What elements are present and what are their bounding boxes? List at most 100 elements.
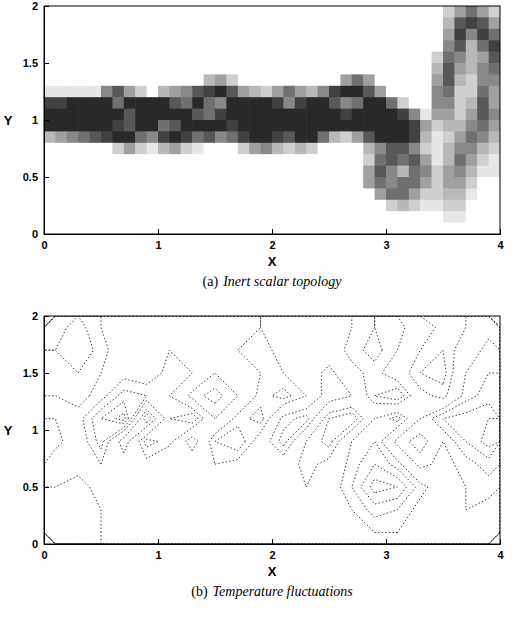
cell	[101, 74, 113, 86]
cell	[204, 86, 216, 98]
cell	[329, 86, 341, 98]
cell	[432, 74, 444, 86]
cell	[489, 200, 500, 212]
cell	[363, 63, 375, 75]
cell	[329, 120, 341, 132]
cell	[454, 223, 466, 234]
cell	[375, 52, 387, 64]
cell	[226, 97, 238, 109]
cell	[261, 63, 273, 75]
cell	[238, 166, 250, 178]
cell	[420, 40, 432, 52]
cell	[352, 188, 364, 200]
cell	[432, 211, 444, 223]
cell	[90, 109, 102, 121]
cell	[363, 154, 375, 166]
cell	[181, 6, 193, 18]
cell	[409, 166, 421, 178]
cell	[90, 188, 102, 200]
cell	[397, 29, 409, 41]
cell	[295, 120, 307, 132]
cell	[147, 188, 159, 200]
cell	[226, 154, 238, 166]
cell	[489, 17, 500, 29]
cell	[397, 200, 409, 212]
cell	[295, 29, 307, 41]
cell	[420, 6, 432, 18]
y-tick-label: 1.5	[23, 367, 38, 379]
cell	[67, 74, 79, 86]
cell	[112, 200, 124, 212]
cell	[363, 188, 375, 200]
x-tick-label: 3	[383, 549, 389, 561]
cell	[454, 131, 466, 143]
cell	[489, 86, 500, 98]
cell	[477, 223, 489, 234]
cell	[454, 154, 466, 166]
cell	[158, 188, 170, 200]
cell	[101, 63, 113, 75]
cell	[295, 74, 307, 86]
cell	[329, 109, 341, 121]
cell	[340, 74, 352, 86]
cell	[432, 97, 444, 109]
y-tick: 0.5	[23, 481, 49, 493]
cell	[215, 120, 227, 132]
cell	[397, 188, 409, 200]
cell	[135, 52, 147, 64]
cell	[420, 143, 432, 155]
cell	[466, 52, 478, 64]
cell	[90, 6, 102, 18]
cell	[443, 52, 455, 64]
cell	[409, 86, 421, 98]
cell	[375, 86, 387, 98]
cell	[181, 154, 193, 166]
cell	[90, 17, 102, 29]
cell	[101, 211, 113, 223]
cell	[147, 17, 159, 29]
cell	[283, 29, 295, 41]
cell	[329, 154, 341, 166]
cell	[192, 40, 204, 52]
cell	[78, 143, 90, 155]
y-tick-mark	[44, 316, 49, 317]
cell	[454, 188, 466, 200]
y-tick-mark	[44, 373, 49, 374]
cell	[238, 97, 250, 109]
cell	[272, 17, 284, 29]
cell	[112, 143, 124, 155]
cell	[409, 120, 421, 132]
cell	[226, 52, 238, 64]
cell	[409, 131, 421, 143]
cell	[78, 97, 90, 109]
cell	[261, 120, 273, 132]
cell	[192, 143, 204, 155]
cell	[306, 154, 318, 166]
cell	[272, 40, 284, 52]
cell	[169, 29, 181, 41]
cell	[249, 177, 261, 189]
cell	[489, 29, 500, 41]
cell	[397, 211, 409, 223]
cell	[124, 109, 136, 121]
cell	[329, 166, 341, 178]
cell	[181, 131, 193, 143]
cell	[432, 166, 444, 178]
cell	[352, 86, 364, 98]
cell	[101, 40, 113, 52]
cell	[283, 86, 295, 98]
cell	[67, 200, 79, 212]
cell	[477, 200, 489, 212]
cell	[272, 211, 284, 223]
y-axis-title: Y	[4, 423, 13, 438]
y-tick-mark	[44, 487, 49, 488]
cell	[158, 17, 170, 29]
cell	[477, 143, 489, 155]
cell	[215, 200, 227, 212]
cell	[420, 29, 432, 41]
cell	[340, 63, 352, 75]
cell	[375, 200, 387, 212]
cell	[238, 63, 250, 75]
cell	[169, 40, 181, 52]
contour-line	[116, 413, 500, 447]
